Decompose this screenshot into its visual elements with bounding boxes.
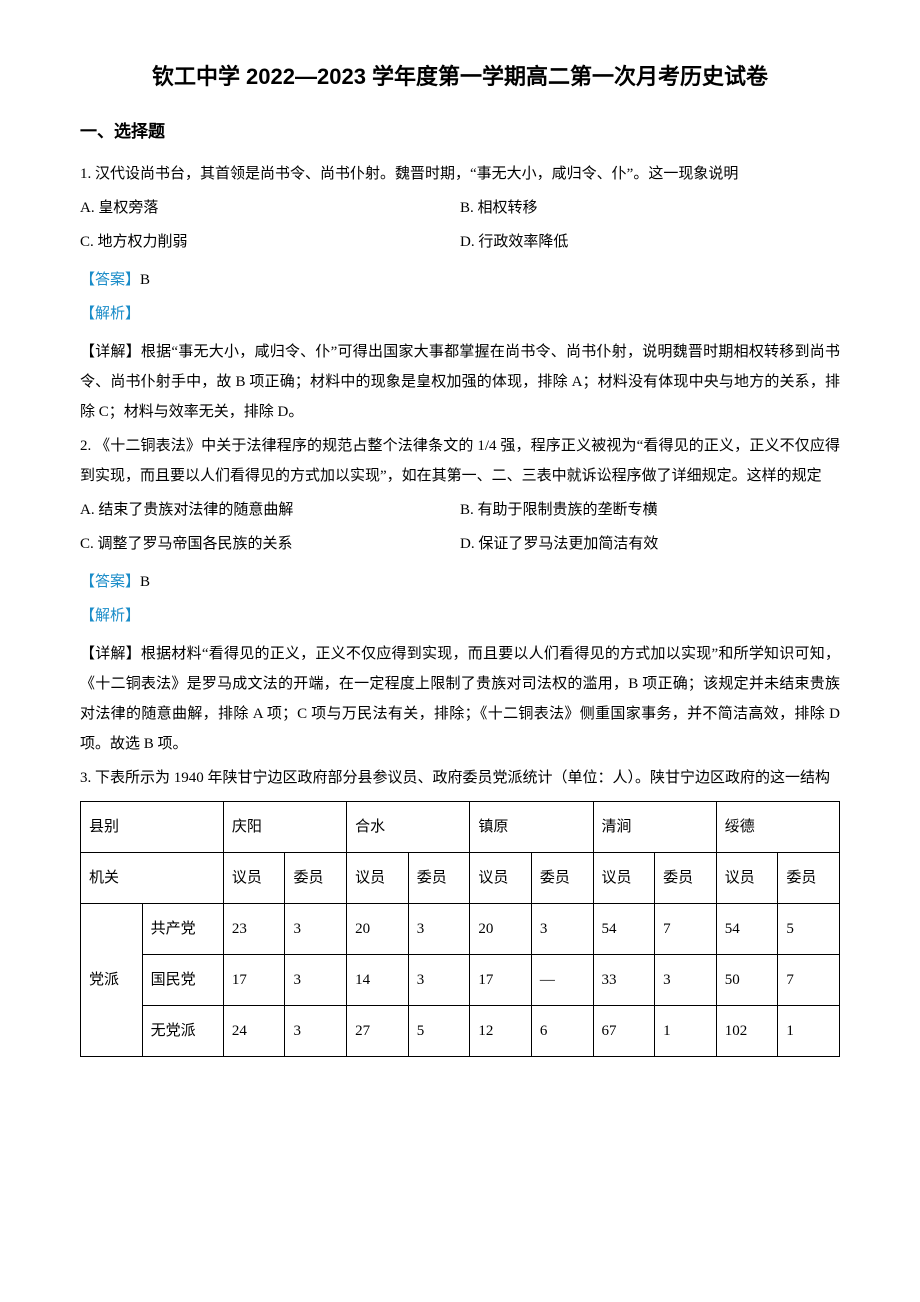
cell-sub: 议员 — [593, 853, 655, 904]
cell-sub: 议员 — [716, 853, 778, 904]
data-table: 县别 庆阳 合水 镇原 清涧 绥德 机关 议员 委员 议员 委员 议员 委员 议… — [80, 801, 840, 1057]
page-title: 钦工中学 2022—2023 学年度第一学期高二第一次月考历史试卷 — [80, 55, 840, 99]
q1-detail: 【详解】根据“事无大小，咸归令、仆”可得出国家大事都掌握在尚书令、尚书仆射，说明… — [80, 337, 840, 427]
cell-val: 3 — [285, 904, 347, 955]
cell-val: 23 — [223, 904, 285, 955]
section-heading: 一、选择题 — [80, 115, 840, 149]
q2-optA: A. 结束了贵族对法律的随意曲解 — [80, 495, 460, 525]
cell-val: 5 — [408, 1006, 470, 1057]
cell-county-label: 县别 — [81, 802, 224, 853]
cell-val: 12 — [470, 1006, 532, 1057]
cell-val: 1 — [778, 1006, 840, 1057]
cell-val: 24 — [223, 1006, 285, 1057]
cell-sub: 委员 — [285, 853, 347, 904]
cell-county-2: 镇原 — [470, 802, 593, 853]
q1-answer-label: 【答案】 — [80, 272, 140, 288]
table-row: 国民党 17 3 14 3 17 — 33 3 50 7 — [81, 955, 840, 1006]
q2-detail: 【详解】根据材料“看得见的正义，正义不仅应得到实现，而且要以人们看得见的方式加以… — [80, 639, 840, 759]
q1-options-row2: C. 地方权力削弱 D. 行政效率降低 — [80, 227, 840, 257]
cell-val: 6 — [531, 1006, 593, 1057]
q2-optC: C. 调整了罗马帝国各民族的关系 — [80, 529, 460, 559]
cell-sub: 委员 — [655, 853, 717, 904]
cell-val: 7 — [655, 904, 717, 955]
cell-val: 17 — [223, 955, 285, 1006]
q1-answer-value: B — [140, 272, 150, 288]
cell-party-name: 国民党 — [142, 955, 223, 1006]
cell-val: 3 — [408, 904, 470, 955]
cell-val: 27 — [347, 1006, 409, 1057]
cell-val: 5 — [778, 904, 840, 955]
cell-val: 7 — [778, 955, 840, 1006]
cell-val: 17 — [470, 955, 532, 1006]
q1-options-row1: A. 皇权旁落 B. 相权转移 — [80, 193, 840, 223]
q1-optB: B. 相权转移 — [460, 193, 840, 223]
cell-county-0: 庆阳 — [223, 802, 346, 853]
cell-val: 14 — [347, 955, 409, 1006]
cell-party-name: 共产党 — [142, 904, 223, 955]
cell-val: 20 — [470, 904, 532, 955]
cell-sub: 议员 — [470, 853, 532, 904]
q2-options-row2: C. 调整了罗马帝国各民族的关系 D. 保证了罗马法更加简洁有效 — [80, 529, 840, 559]
table-row-organ: 机关 议员 委员 议员 委员 议员 委员 议员 委员 议员 委员 — [81, 853, 840, 904]
cell-sub: 议员 — [347, 853, 409, 904]
cell-county-1: 合水 — [347, 802, 470, 853]
cell-party-label: 党派 — [81, 904, 143, 1057]
cell-val: 50 — [716, 955, 778, 1006]
q2-optB: B. 有助于限制贵族的垄断专横 — [460, 495, 840, 525]
cell-val: 54 — [716, 904, 778, 955]
cell-val: 102 — [716, 1006, 778, 1057]
cell-val: 54 — [593, 904, 655, 955]
q2-answer: 【答案】B — [80, 567, 840, 597]
q2-stem: 2. 《十二铜表法》中关于法律程序的规范占整个法律条文的 1/4 强，程序正义被… — [80, 431, 840, 491]
q1-optC: C. 地方权力削弱 — [80, 227, 460, 257]
cell-val: 3 — [285, 955, 347, 1006]
q1-analysis-label: 【解析】 — [80, 299, 840, 329]
cell-val: 3 — [285, 1006, 347, 1057]
cell-val: 33 — [593, 955, 655, 1006]
table-row: 无党派 24 3 27 5 12 6 67 1 102 1 — [81, 1006, 840, 1057]
q2-optD: D. 保证了罗马法更加简洁有效 — [460, 529, 840, 559]
q1-stem: 1. 汉代设尚书台，其首领是尚书令、尚书仆射。魏晋时期，“事无大小，咸归令、仆”… — [80, 159, 840, 189]
table-row: 党派 共产党 23 3 20 3 20 3 54 7 54 5 — [81, 904, 840, 955]
q3-stem: 3. 下表所示为 1940 年陕甘宁边区政府部分县参议员、政府委员党派统计（单位… — [80, 763, 840, 793]
cell-val: — — [531, 955, 593, 1006]
cell-val: 1 — [655, 1006, 717, 1057]
cell-val: 20 — [347, 904, 409, 955]
table-row-header: 县别 庆阳 合水 镇原 清涧 绥德 — [81, 802, 840, 853]
q2-analysis-label: 【解析】 — [80, 601, 840, 631]
q2-answer-label: 【答案】 — [80, 574, 140, 590]
cell-county-4: 绥德 — [716, 802, 839, 853]
cell-val: 3 — [655, 955, 717, 1006]
q1-optD: D. 行政效率降低 — [460, 227, 840, 257]
cell-sub: 委员 — [778, 853, 840, 904]
cell-sub: 委员 — [531, 853, 593, 904]
q2-options-row1: A. 结束了贵族对法律的随意曲解 B. 有助于限制贵族的垄断专横 — [80, 495, 840, 525]
cell-county-3: 清涧 — [593, 802, 716, 853]
cell-val: 3 — [531, 904, 593, 955]
q1-optA: A. 皇权旁落 — [80, 193, 460, 223]
cell-party-name: 无党派 — [142, 1006, 223, 1057]
cell-sub: 委员 — [408, 853, 470, 904]
cell-val: 67 — [593, 1006, 655, 1057]
cell-sub: 议员 — [223, 853, 285, 904]
q1-answer: 【答案】B — [80, 265, 840, 295]
cell-val: 3 — [408, 955, 470, 1006]
cell-organ-label: 机关 — [81, 853, 224, 904]
q2-answer-value: B — [140, 574, 150, 590]
